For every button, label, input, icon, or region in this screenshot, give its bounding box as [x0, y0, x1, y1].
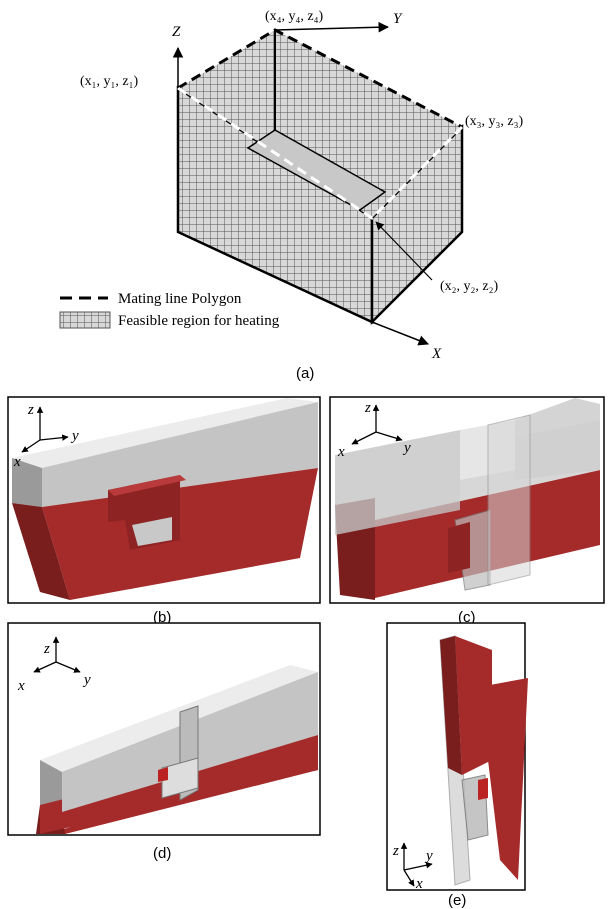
panel-d: z y x (d)	[8, 623, 320, 862]
panel-c: z y x (c)	[330, 397, 604, 626]
caption: (e)	[448, 892, 466, 909]
red-block	[448, 522, 470, 573]
axis-label: z	[27, 402, 34, 418]
panel-e: z y x (e)	[387, 623, 528, 909]
axis-label: x	[415, 876, 423, 892]
point-label: (x₄, y₄, z₄)	[265, 9, 324, 24]
panel-b: z y x (b)	[8, 397, 320, 626]
legend-label: Mating line Polygon	[118, 291, 242, 307]
x-axis	[372, 322, 428, 344]
legend-label: Feasible region for heating	[118, 313, 280, 329]
panel-a: Z Y X (x₁, y₁, z₁) (x₂, y₂, z₂) (x₃, y₃,…	[60, 9, 524, 382]
axis-label: y	[424, 848, 433, 864]
axis-label: x	[13, 454, 21, 470]
axis-label: z	[43, 641, 50, 657]
point-label: (x₃, y₃, z₃)	[465, 114, 524, 129]
figure: Z Y X (x₁, y₁, z₁) (x₂, y₂, z₂) (x₃, y₃,…	[0, 0, 612, 909]
axis-label: x	[17, 678, 25, 694]
axis-label: y	[402, 440, 411, 456]
axis-label: x	[337, 444, 345, 460]
transparent-part	[488, 415, 530, 585]
legend-swatch	[60, 312, 110, 328]
y-axis	[275, 27, 388, 30]
axis-label: y	[70, 428, 79, 444]
axis-label: X	[431, 346, 442, 362]
axis-label: z	[392, 843, 399, 859]
axis-label: z	[364, 400, 371, 416]
axis-label: Z	[172, 24, 181, 40]
point-label: (x₂, y₂, z₂)	[440, 279, 499, 294]
clip-red	[478, 778, 488, 800]
caption: (a)	[296, 365, 314, 382]
axis-label: y	[82, 672, 91, 688]
caption: (d)	[153, 845, 171, 862]
point-label: (x₁, y₁, z₁)	[80, 74, 139, 89]
axis-label: Y	[393, 11, 403, 27]
